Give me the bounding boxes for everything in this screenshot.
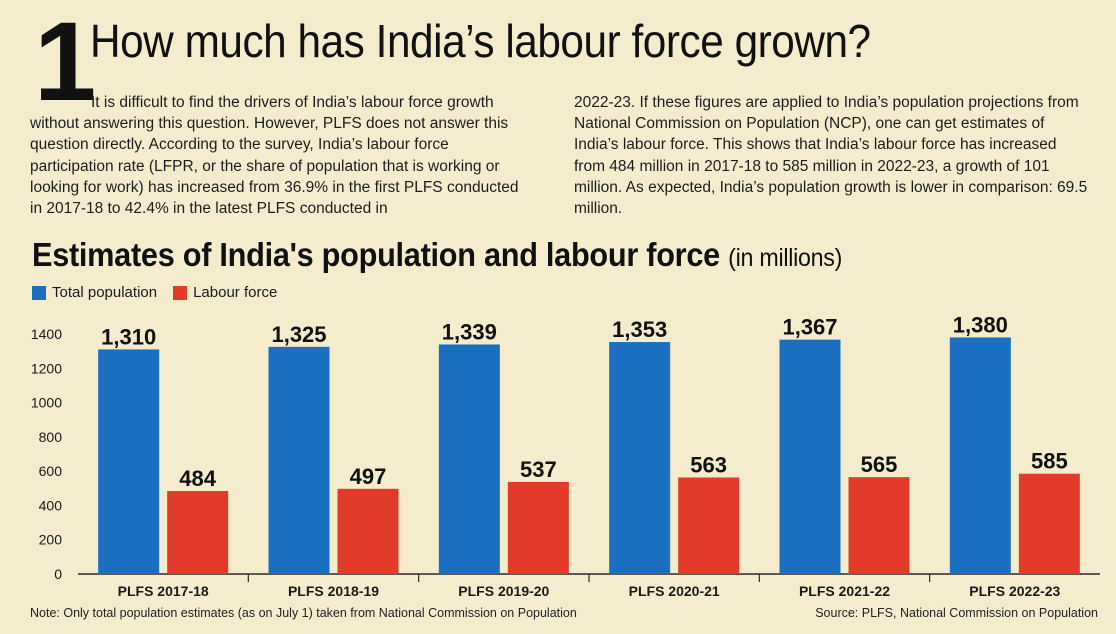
data-label: 585 — [1031, 449, 1068, 474]
x-category-label: PLFS 2021-22 — [799, 583, 890, 599]
data-label: 537 — [520, 457, 557, 482]
data-label: 1,325 — [271, 322, 326, 347]
headline: How much has India’s labour force grown? — [90, 15, 871, 67]
legend-item-total-population: Total population — [32, 284, 157, 301]
chart-footnote: Note: Only total population estimates (a… — [30, 606, 577, 620]
y-tick-label: 200 — [39, 532, 63, 548]
bar-total-population — [268, 346, 330, 574]
bar-labour-force — [337, 488, 399, 574]
data-label: 1,339 — [442, 319, 497, 344]
y-tick-label: 600 — [39, 463, 63, 479]
y-tick-label: 800 — [39, 429, 63, 445]
x-category-label: PLFS 2019-20 — [458, 583, 549, 599]
bar-labour-force — [848, 477, 910, 574]
intro-left-column: It is difficult to find the drivers of I… — [30, 92, 520, 219]
bar-total-population — [438, 344, 500, 574]
data-label: 1,310 — [101, 324, 156, 349]
chart-legend: Total population Labour force — [32, 284, 277, 301]
x-category-label: PLFS 2018-19 — [288, 583, 379, 599]
chart-title: Estimates of India's population and labo… — [32, 236, 842, 274]
bar-total-population — [779, 339, 841, 574]
y-tick-label: 400 — [39, 497, 63, 513]
bar-total-population — [98, 349, 160, 574]
bar-total-population — [609, 342, 671, 574]
data-label: 497 — [350, 464, 387, 489]
x-category-label: PLFS 2017-18 — [118, 583, 209, 599]
bar-total-population — [949, 337, 1011, 574]
intro-right-text: 2022-23. If these figures are applied to… — [574, 94, 1088, 218]
section-number: 1 — [34, 0, 97, 124]
chart-title-unit: (in millions) — [728, 244, 843, 272]
bar-labour-force — [507, 481, 569, 574]
y-tick-label: 0 — [54, 566, 62, 582]
bar-labour-force — [167, 491, 229, 574]
chart-source: Source: PLFS, National Commission on Pop… — [815, 606, 1098, 620]
legend-swatch-red — [173, 285, 188, 300]
x-category-label: PLFS 2020-21 — [629, 583, 720, 599]
data-label: 1,380 — [953, 312, 1008, 337]
data-label: 563 — [690, 452, 727, 477]
data-label: 484 — [179, 466, 216, 491]
intro-right-column: 2022-23. If these figures are applied to… — [574, 92, 1089, 219]
data-label: 1,353 — [612, 317, 667, 342]
legend-swatch-blue — [32, 285, 46, 300]
y-tick-label: 1200 — [31, 360, 62, 376]
legend-item-labour-force: Labour force — [173, 284, 277, 301]
legend-label: Total population — [52, 284, 158, 301]
intro-left-text: It is difficult to find the drivers of I… — [30, 94, 519, 218]
chart-title-text: Estimates of India's population and labo… — [32, 236, 720, 273]
legend-label: Labour force — [193, 284, 278, 301]
data-label: 1,367 — [782, 315, 837, 340]
data-label: 565 — [861, 452, 898, 477]
bar-labour-force — [678, 477, 740, 574]
x-category-label: PLFS 2022-23 — [969, 583, 1060, 599]
bar-labour-force — [1018, 473, 1080, 574]
y-tick-label: 1400 — [31, 326, 62, 342]
y-tick-label: 1000 — [31, 395, 62, 411]
